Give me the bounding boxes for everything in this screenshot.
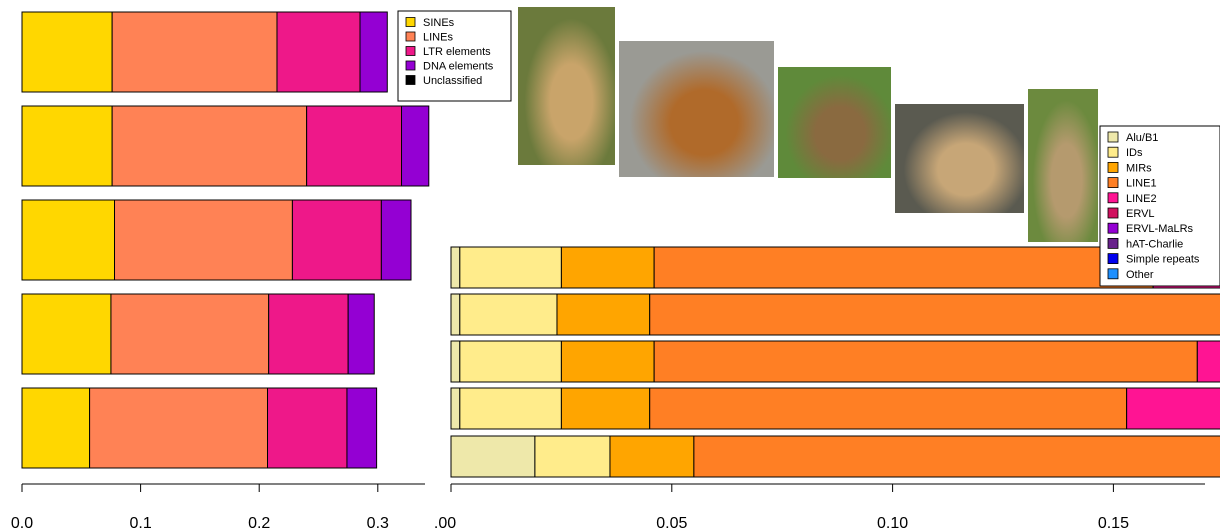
legend-key-panel2: [1107, 268, 1119, 280]
bar-panel2-row2-line1: [649, 293, 1220, 336]
legend-label-panel2: LINE2: [1126, 193, 1157, 205]
bar-panel1-row5-dna-elements: [346, 387, 378, 469]
legend-label-panel1: LINEs: [423, 32, 453, 44]
x-tick-label-panel2: .00: [434, 515, 456, 531]
bar-panel1-row4-dna-elements: [347, 293, 375, 375]
bar-panel1-row4-ltr-elements: [268, 293, 349, 375]
bar-panel2-row1-line1: [653, 246, 1154, 289]
bar-panel2-row3-ids: [459, 340, 562, 383]
x-tick-label-panel2: 0.05: [656, 515, 687, 531]
bar-panel2-row5-mirs: [609, 435, 695, 478]
legend-label-panel2: ERVL: [1126, 208, 1155, 220]
bar-panel1-row3-dna-elements: [380, 199, 412, 281]
bar-panel2-row5-line1: [693, 435, 1220, 478]
bar-panel2-row2-alu-b1: [450, 293, 461, 336]
bar-panel2-row1-ids: [459, 246, 562, 289]
legend-key-panel2: [1107, 237, 1119, 249]
x-tick-label-panel1: 0.0: [11, 515, 33, 531]
bar-panel1-row3-lines: [114, 199, 293, 281]
legend-key-panel2: [1107, 207, 1119, 219]
photo-4: [895, 104, 1024, 213]
legend-key-panel2: [1107, 192, 1119, 204]
photo-1: [518, 7, 615, 165]
legend-key-panel1: [405, 31, 416, 42]
bar-panel1-row4-sines: [21, 293, 112, 375]
bar-panel2-row4-mirs: [560, 387, 651, 430]
legend-label-panel1: LTR elements: [423, 46, 491, 58]
bar-panel2-row5-ids: [534, 435, 611, 478]
legend-label-panel2: Other: [1126, 269, 1154, 281]
bar-panel1-row2-ltr-elements: [306, 105, 403, 187]
x-tick-label-panel1: 0.3: [367, 515, 389, 531]
legend-label-panel1: DNA elements: [423, 61, 494, 73]
bar-panel2-row3-line2: [1196, 340, 1220, 383]
legend-box-panel1: [397, 10, 512, 102]
legend-label-panel2: LINE1: [1126, 178, 1157, 190]
bar-panel1-row5-lines: [89, 387, 269, 469]
photo-5: [1028, 89, 1098, 242]
bar-panel1-row4-lines: [110, 293, 270, 375]
legend-key-panel2: [1107, 161, 1119, 173]
bar-panel1-row1-dna-elements: [359, 11, 388, 93]
photo-2: [619, 41, 774, 177]
bar-panel1-row5-ltr-elements: [267, 387, 348, 469]
legend-box-panel2: [1099, 125, 1220, 287]
legend-key-panel2: [1107, 131, 1119, 143]
legend-key-panel1: [405, 17, 416, 27]
legend-key-panel2: [1107, 177, 1119, 189]
bar-panel2-row4-ids: [459, 387, 562, 430]
photo-3: [778, 67, 891, 178]
x-tick-label-panel2: 0.15: [1098, 515, 1129, 531]
bar-panel2-row3-line1: [653, 340, 1198, 383]
bar-panel2-row5-alu-b1: [450, 435, 536, 478]
legend-label-panel2: ERVL-MaLRs: [1126, 223, 1194, 235]
bar-panel1-row2-dna-elements: [401, 105, 430, 187]
legend-key-panel2: [1107, 253, 1119, 265]
bar-panel2-row4-line2: [1126, 387, 1220, 430]
legend-key-panel2: [1107, 146, 1119, 158]
bar-panel1-row3-ltr-elements: [291, 199, 382, 281]
bar-panel1-row1-sines: [21, 11, 113, 93]
x-tick-label-panel1: 0.1: [129, 515, 151, 531]
legend-key-panel2: [1107, 222, 1119, 234]
bar-panel2-row2-ids: [459, 293, 558, 336]
bar-panel2-row2-mirs: [556, 293, 651, 336]
legend-label-panel2: Alu/B1: [1126, 132, 1158, 144]
legend-label-panel2: IDs: [1126, 147, 1143, 159]
bar-panel1-row5-sines: [21, 387, 91, 469]
legend-key-panel1: [405, 75, 416, 85]
bar-panel1-row1-lines: [111, 11, 278, 93]
x-tick-label-panel1: 0.2: [248, 515, 270, 531]
bar-panel2-row3-mirs: [560, 340, 655, 383]
legend-key-panel1: [405, 46, 416, 56]
bar-panel2-row3-alu-b1: [450, 340, 461, 383]
x-tick-label-panel2: 0.10: [877, 515, 908, 531]
legend-label-panel2: MIRs: [1126, 162, 1152, 174]
bar-panel1-row2-sines: [21, 105, 113, 187]
bar-panel2-row1-mirs: [560, 246, 655, 289]
bar-panel2-row1-alu-b1: [450, 246, 461, 289]
bar-panel1-row2-lines: [111, 105, 308, 187]
bar-panel1-row1-ltr-elements: [276, 11, 361, 93]
legend-label-panel2: Simple repeats: [1126, 254, 1200, 266]
legend-label-panel1: Unclassified: [423, 75, 482, 87]
legend-key-panel1: [405, 60, 416, 71]
bar-panel2-row4-alu-b1: [450, 387, 461, 430]
bar-panel1-row3-sines: [21, 199, 116, 281]
legend-label-panel1: SINEs: [423, 17, 455, 29]
legend-label-panel2: hAT-Charlie: [1126, 238, 1183, 250]
bar-panel2-row4-line1: [649, 387, 1128, 430]
